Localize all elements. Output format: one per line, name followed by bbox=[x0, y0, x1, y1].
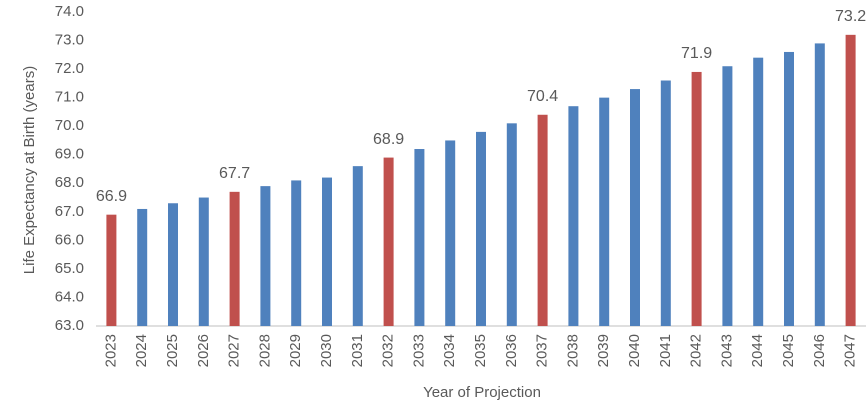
value-label: 71.9 bbox=[681, 45, 712, 62]
bar bbox=[784, 51, 794, 327]
bar bbox=[599, 97, 610, 327]
x-tick-label: 2045 bbox=[780, 334, 797, 367]
bar bbox=[753, 57, 764, 326]
x-tick-label: 2039 bbox=[595, 334, 612, 367]
bar bbox=[291, 180, 302, 326]
bar bbox=[198, 197, 209, 326]
x-tick-label: 2029 bbox=[287, 334, 304, 367]
bar bbox=[537, 114, 548, 326]
y-tick-label: 69.0 bbox=[55, 146, 84, 163]
y-tick-label: 65.0 bbox=[55, 260, 84, 277]
bar bbox=[414, 149, 425, 326]
bar bbox=[352, 166, 363, 326]
bar bbox=[229, 191, 240, 326]
y-tick-label: 72.0 bbox=[55, 60, 84, 77]
x-tick-label: 2025 bbox=[164, 334, 181, 367]
y-tick-label: 71.0 bbox=[55, 89, 84, 106]
x-tick-label: 2037 bbox=[534, 334, 551, 367]
bar bbox=[260, 186, 271, 326]
x-tick-label: 2038 bbox=[564, 334, 581, 367]
bar bbox=[845, 34, 856, 326]
value-label: 70.4 bbox=[527, 88, 558, 105]
x-tick-label: 2036 bbox=[503, 334, 520, 367]
value-label: 66.9 bbox=[96, 188, 127, 205]
x-tick-label: 2035 bbox=[472, 334, 489, 367]
x-tick-label: 2026 bbox=[195, 334, 212, 367]
x-tick-label: 2027 bbox=[226, 334, 243, 367]
bar bbox=[630, 89, 640, 326]
y-tick-label: 67.0 bbox=[55, 203, 84, 220]
x-tick-label: 2043 bbox=[718, 334, 735, 367]
y-tick-label: 66.0 bbox=[55, 231, 84, 248]
x-tick-label: 2024 bbox=[133, 334, 150, 367]
bar bbox=[383, 157, 394, 326]
bar bbox=[568, 106, 579, 326]
x-tick-label: 2023 bbox=[102, 334, 119, 367]
y-tick-label: 64.0 bbox=[55, 288, 84, 305]
x-tick-label: 2042 bbox=[688, 334, 705, 367]
bar bbox=[660, 80, 671, 326]
x-tick-label: 2033 bbox=[410, 334, 427, 367]
x-tick-label: 2044 bbox=[749, 334, 766, 367]
value-label: 68.9 bbox=[373, 131, 404, 148]
bar bbox=[137, 208, 148, 326]
y-axis-label: Life Expectancy at Birth (years) bbox=[21, 66, 38, 274]
y-tick-label: 63.0 bbox=[55, 317, 84, 334]
x-axis-label: Year of Projection bbox=[423, 384, 541, 401]
x-tick-label: 2046 bbox=[811, 334, 828, 367]
bar bbox=[814, 43, 825, 327]
y-tick-label: 68.0 bbox=[55, 174, 84, 191]
x-tick-label: 2032 bbox=[380, 334, 397, 367]
x-tick-label: 2030 bbox=[318, 334, 335, 367]
value-label: 73.2 bbox=[835, 8, 866, 25]
bar bbox=[476, 131, 486, 326]
x-tick-label: 2047 bbox=[842, 334, 859, 367]
bar bbox=[106, 214, 117, 326]
x-tick-label: 2041 bbox=[657, 334, 674, 367]
bar bbox=[722, 66, 733, 327]
bar bbox=[168, 203, 178, 326]
y-tick-label: 70.0 bbox=[55, 117, 84, 134]
x-tick-label: 2040 bbox=[626, 334, 643, 367]
bar bbox=[322, 177, 332, 326]
x-tick-label: 2034 bbox=[441, 334, 458, 367]
value-label: 67.7 bbox=[219, 165, 250, 182]
y-tick-label: 74.0 bbox=[55, 3, 84, 20]
x-tick-label: 2031 bbox=[349, 334, 366, 367]
x-tick-label: 2028 bbox=[256, 334, 273, 367]
bar bbox=[445, 140, 456, 326]
bar bbox=[691, 71, 702, 326]
bar bbox=[506, 123, 517, 326]
y-tick-label: 73.0 bbox=[55, 32, 84, 49]
